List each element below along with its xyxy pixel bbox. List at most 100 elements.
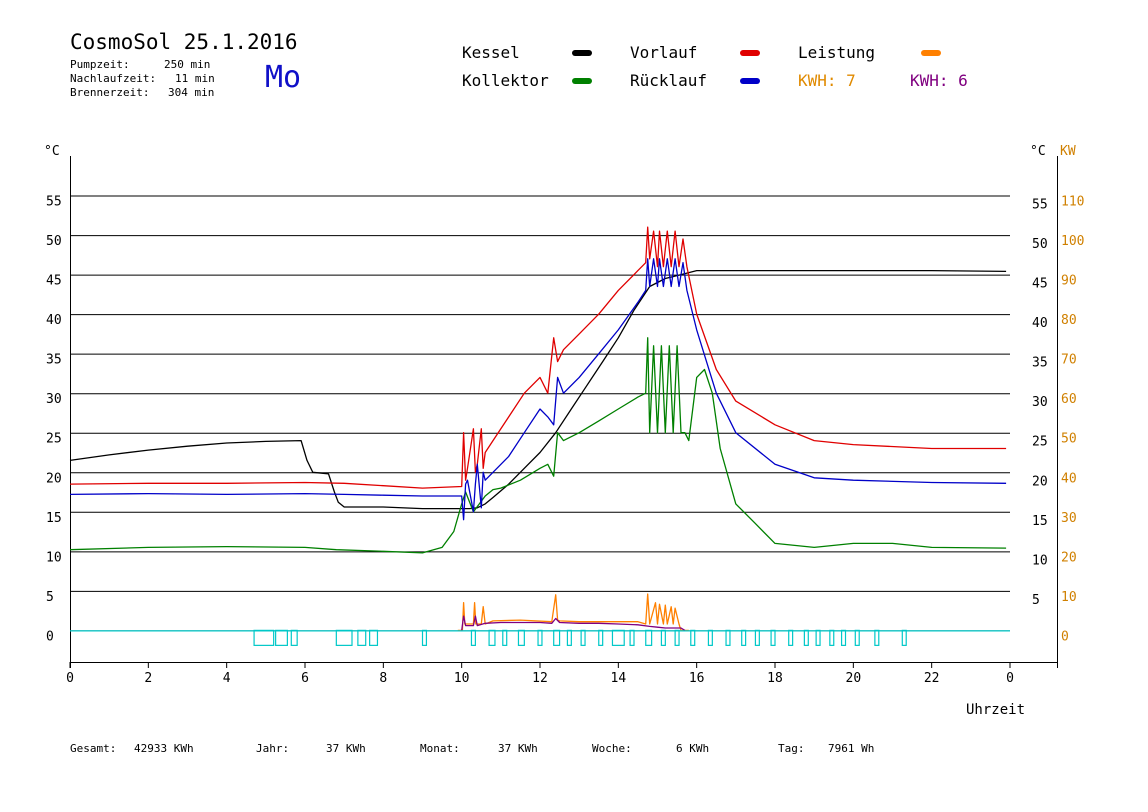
series-line-kollektor-1 [69, 337, 1007, 554]
pump-on-marker-13 [566, 629, 572, 646]
pump-markers [70, 629, 1010, 646]
pump-on-marker-25 [754, 629, 760, 646]
y-tick-left-35: 35 [46, 353, 62, 368]
power-tick-50: 50 [1061, 432, 1077, 447]
pump-on-marker-5 [369, 629, 379, 646]
pump-on-marker-18 [645, 629, 653, 646]
series-line-leistung-4 [457, 593, 689, 632]
y-tick-right-50: 50 [1032, 237, 1048, 252]
pump-on-marker-30 [829, 629, 835, 646]
pump-on-marker-12 [553, 629, 561, 646]
y-tick-right-40: 40 [1032, 316, 1048, 331]
pump-on-marker-7 [470, 629, 476, 646]
y-tick-left-55: 55 [46, 195, 62, 210]
y-tick-left-10: 10 [46, 550, 62, 565]
pump-on-marker-10 [517, 629, 525, 646]
pump-on-marker-4 [357, 629, 367, 646]
footer-tag-label: Tag: [778, 742, 805, 755]
power-tick-0: 0 [1061, 629, 1069, 644]
y-tick-left-5: 5 [46, 590, 54, 605]
legend-ruecklauf-label: Rücklauf [630, 71, 708, 90]
series-line-r-cklauf-3 [69, 258, 1007, 521]
x-tick-12: 0 [1006, 671, 1014, 686]
chart-axes [69, 156, 1058, 668]
power-tick-70: 70 [1061, 353, 1077, 368]
legend-kwh1: KWH: 7 [798, 71, 856, 90]
pump-on-marker-6 [421, 629, 428, 646]
legend-leistung-swatch [921, 50, 941, 56]
footer-monat-value: 37 KWh [498, 742, 538, 755]
power-tick-10: 10 [1061, 590, 1077, 605]
legend-ruecklauf-swatch [740, 78, 760, 84]
chart-grid [70, 195, 1010, 632]
footer-monat: Monat: 37 KWh [420, 742, 538, 755]
series-line-vorlauf-2 [69, 226, 1007, 489]
pump-on-marker-33 [874, 629, 880, 646]
pump-on-marker-22 [707, 629, 713, 646]
y-tick-left-45: 45 [46, 274, 62, 289]
y-axis-power-unit: KW [1060, 144, 1076, 159]
x-tick-10: 20 [846, 671, 862, 686]
pump-on-marker-15 [598, 629, 604, 646]
y-tick-right-55: 55 [1032, 198, 1048, 213]
x-tick-11: 22 [924, 671, 940, 686]
pump-on-marker-11 [537, 629, 543, 646]
brenner-time-value: 304 min [168, 86, 215, 99]
power-tick-60: 60 [1061, 392, 1077, 407]
footer-gesamt-label: Gesamt: [70, 742, 117, 755]
footer-woche-label: Woche: [592, 742, 632, 755]
y-tick-left-0: 0 [46, 629, 54, 644]
legend-kessel-label: Kessel [462, 43, 520, 62]
footer-woche: Woche: 6 KWh [592, 742, 709, 755]
pump-on-marker-3 [335, 629, 353, 646]
power-tick-40: 40 [1061, 471, 1077, 486]
footer-gesamt: Gesamt: 42933 KWh [70, 742, 194, 755]
x-tick-9: 18 [767, 671, 783, 686]
pump-on-marker-34 [901, 629, 907, 646]
y-tick-right-20: 20 [1032, 474, 1048, 489]
power-tick-90: 90 [1061, 274, 1077, 289]
x-tick-0: 0 [66, 671, 74, 686]
y-tick-left-40: 40 [46, 313, 62, 328]
pump-on-marker-0 [253, 629, 275, 646]
x-tick-7: 14 [611, 671, 627, 686]
pump-time-value: 250 min [164, 58, 211, 71]
pump-on-marker-9 [502, 629, 508, 646]
y-tick-right-30: 30 [1032, 395, 1048, 410]
pump-on-marker-1 [275, 629, 288, 646]
legend-vorlauf-swatch [740, 50, 760, 56]
x-tick-4: 8 [379, 671, 387, 686]
power-tick-100: 100 [1061, 234, 1084, 249]
pump-on-marker-8 [488, 629, 496, 646]
x-tick-6: 12 [532, 671, 548, 686]
chart-title: CosmoSol 25.1.2016 [70, 30, 298, 54]
pump-on-marker-28 [803, 629, 809, 646]
pump-time-row: Pumpzeit: 250 min [70, 58, 210, 71]
power-tick-20: 20 [1061, 550, 1077, 565]
y-tick-left-15: 15 [46, 511, 62, 526]
nachlauf-time-value: 11 min [175, 72, 215, 85]
brenner-time-row: Brennerzeit: 304 min [70, 86, 214, 99]
y-tick-right-25: 25 [1032, 435, 1048, 450]
power-tick-110: 110 [1061, 195, 1084, 210]
y-axis-right-unit: °C [1030, 144, 1046, 159]
y-tick-right-35: 35 [1032, 356, 1048, 371]
y-tick-right-10: 10 [1032, 553, 1048, 568]
legend-vorlauf-label: Vorlauf [630, 43, 698, 62]
weekday-label: Mo [265, 60, 302, 95]
x-tick-5: 10 [454, 671, 470, 686]
footer-gesamt-value: 42933 KWh [134, 742, 194, 755]
footer-jahr-value: 37 KWh [326, 742, 366, 755]
y-tick-left-50: 50 [46, 234, 62, 249]
footer-tag-value: 7961 Wh [828, 742, 875, 755]
y-tick-right-15: 15 [1032, 514, 1048, 529]
pump-on-marker-20 [674, 629, 680, 646]
pump-on-marker-19 [660, 629, 666, 646]
power-tick-80: 80 [1061, 313, 1077, 328]
y-tick-right-5: 5 [1032, 593, 1040, 608]
x-tick-2: 4 [223, 671, 231, 686]
pump-on-marker-32 [854, 629, 860, 646]
footer-monat-label: Monat: [420, 742, 460, 755]
